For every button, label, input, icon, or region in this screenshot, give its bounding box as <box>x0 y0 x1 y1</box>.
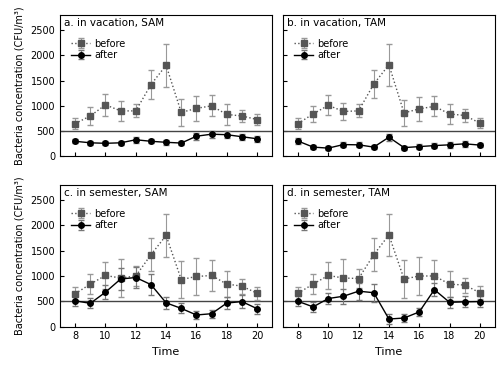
Text: a. in vacation, SAM: a. in vacation, SAM <box>64 18 164 28</box>
Legend: before, after: before, after <box>292 207 350 232</box>
Legend: before, after: before, after <box>69 207 128 232</box>
Text: c. in semester, SAM: c. in semester, SAM <box>64 188 168 198</box>
X-axis label: Time: Time <box>376 347 402 357</box>
Text: b. in vacation, TAM: b. in vacation, TAM <box>287 18 386 28</box>
X-axis label: Time: Time <box>152 347 180 357</box>
Y-axis label: Bacteria concentration (CFU/m³): Bacteria concentration (CFU/m³) <box>15 6 25 165</box>
Legend: before, after: before, after <box>69 37 128 62</box>
Legend: before, after: before, after <box>292 37 350 62</box>
Y-axis label: Bacteria concentration (CFU/m³): Bacteria concentration (CFU/m³) <box>15 177 25 335</box>
Text: d. in semester, TAM: d. in semester, TAM <box>287 188 390 198</box>
